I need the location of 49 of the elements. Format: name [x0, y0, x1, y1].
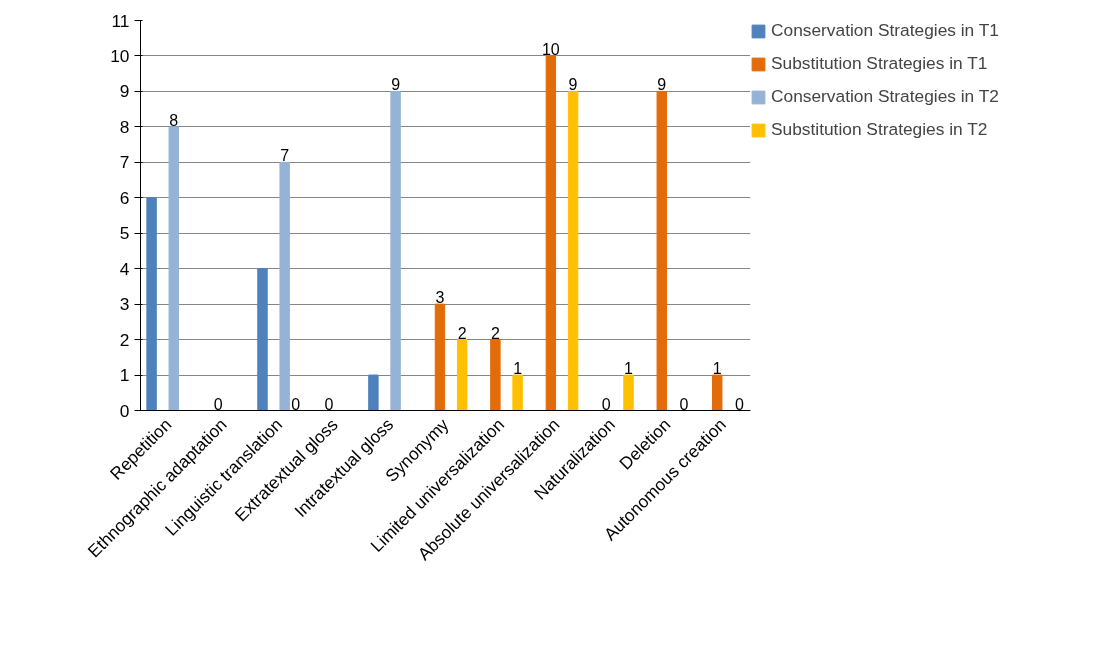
bar [512, 374, 523, 411]
y-tick-label: 10 [110, 45, 130, 66]
data-label: 0 [213, 395, 223, 413]
y-tick-label: 7 [119, 152, 130, 173]
data-label: 0 [324, 395, 334, 413]
bar [456, 339, 468, 411]
data-label: 9 [568, 76, 578, 94]
data-label: 9 [657, 76, 667, 94]
data-label: 9 [391, 76, 401, 94]
data-label: 0 [734, 395, 744, 413]
bar [168, 126, 179, 411]
data-label: 1 [624, 360, 634, 378]
y-tick-label: 5 [119, 223, 130, 244]
bar [545, 55, 557, 411]
y-tick-label: 9 [119, 81, 130, 102]
y-tick-label: 4 [119, 258, 130, 279]
data-label: 1 [513, 360, 523, 378]
bar [146, 197, 157, 411]
bar [712, 374, 723, 411]
bar [279, 161, 290, 411]
bar [490, 339, 501, 411]
bar [390, 90, 401, 411]
data-label: 7 [280, 147, 290, 165]
legend-label: Substitution Strategies in T1 [771, 53, 988, 74]
y-tick-label: 2 [119, 329, 130, 350]
legend-label: Conservation Strategies in T2 [771, 86, 999, 107]
y-tick-label: 8 [119, 116, 130, 137]
bar [567, 90, 579, 411]
data-label: 0 [601, 395, 611, 413]
y-tick-label: 0 [119, 400, 130, 421]
data-label: 1 [712, 360, 722, 378]
legend-label: Conservation Strategies in T1 [771, 20, 999, 41]
data-label: 3 [435, 289, 445, 307]
data-label: 0 [291, 395, 301, 413]
bar [434, 303, 446, 411]
y-tick-label: 1 [119, 365, 130, 386]
y-tick-label: 6 [119, 187, 130, 208]
data-label: 0 [679, 395, 689, 413]
bar [368, 374, 379, 411]
y-tick-label: 11 [111, 10, 130, 31]
y-tick-label: 3 [119, 294, 130, 315]
legend-label: Substitution Strategies in T2 [771, 119, 988, 140]
data-label: 10 [541, 40, 560, 58]
data-label: 2 [457, 324, 467, 342]
data-label: 2 [490, 324, 500, 342]
data-label: 8 [169, 111, 179, 129]
bar [623, 374, 634, 411]
bar [257, 268, 268, 411]
bar [656, 90, 667, 411]
